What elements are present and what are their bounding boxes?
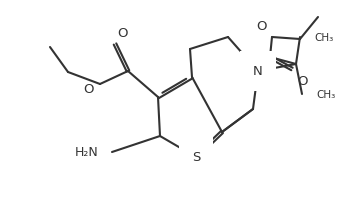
Text: O: O	[118, 27, 128, 40]
Text: O: O	[84, 83, 94, 96]
Text: N: N	[253, 65, 263, 78]
Text: S: S	[192, 151, 200, 164]
Text: CH₃: CH₃	[316, 89, 335, 100]
Text: H₂N: H₂N	[74, 146, 98, 159]
Text: O: O	[256, 20, 267, 33]
Text: O: O	[297, 75, 307, 87]
Text: CH₃: CH₃	[314, 33, 333, 43]
